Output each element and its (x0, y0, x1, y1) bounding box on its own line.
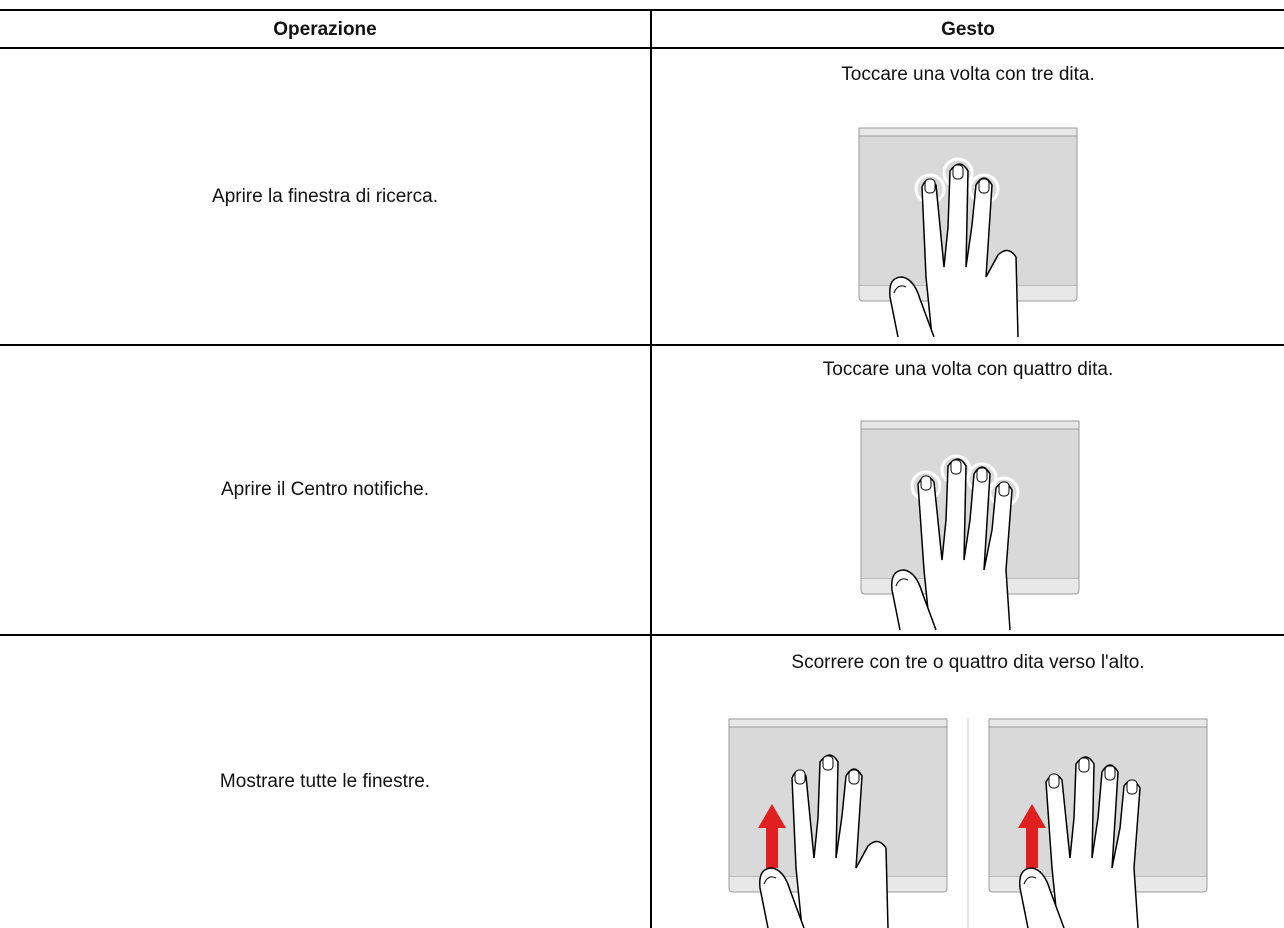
header-cell: Gesto (941, 19, 995, 40)
gesture: Scorrere con tre o quattro dita verso l'… (791, 652, 1145, 673)
header-cell: Operazione (273, 19, 377, 40)
gesture: Toccare una volta con quattro dita. (822, 359, 1114, 380)
operation: Aprire la finestra di ricerca. (212, 185, 438, 207)
illustration (860, 420, 1080, 630)
rule (0, 344, 1284, 346)
rule (0, 9, 1284, 11)
gesture: Toccare una volta con tre dita. (841, 64, 1095, 85)
column-divider (650, 10, 652, 928)
operation: Mostrare tutte le finestre. (219, 771, 431, 792)
operation: Aprire il Centro notifiche. (220, 479, 430, 500)
rule (0, 634, 1284, 636)
rule (0, 47, 1284, 49)
illustration (728, 718, 1208, 928)
illustration (858, 127, 1078, 337)
